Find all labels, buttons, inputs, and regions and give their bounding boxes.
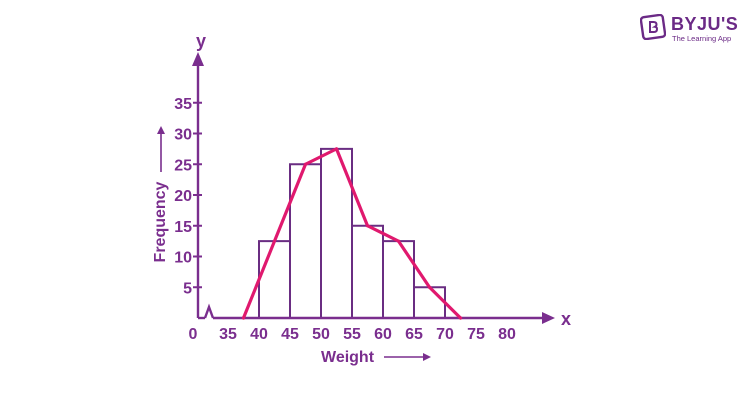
origin-label: 0	[189, 326, 198, 343]
x-tick-label-80: 80	[498, 326, 516, 343]
y-tick-label-15: 15	[174, 219, 192, 236]
x-tick-label-65: 65	[405, 326, 423, 343]
x-axis-title-arrowhead	[423, 353, 431, 361]
y-axis-title: Frequency	[152, 181, 169, 262]
y-tick-label-25: 25	[174, 157, 192, 174]
y-axis-arrowhead	[192, 52, 204, 66]
histogram-bar-55-60	[351, 224, 384, 319]
frequency-polygon-point-2	[334, 147, 339, 151]
frequency-polygon-point-1	[303, 162, 308, 166]
brand-tagline: The Learning App	[672, 34, 732, 43]
frequency-polygon-point-3	[365, 224, 370, 228]
x-tick-label-55: 55	[343, 326, 361, 343]
x-tick-label-70: 70	[436, 326, 454, 343]
y-tick-label-20: 20	[174, 188, 192, 205]
x-axis-letter: x	[561, 309, 571, 329]
histogram-bar-40-45	[258, 240, 291, 319]
y-axis-letter: y	[196, 31, 206, 51]
frequency-polygon-point-5	[427, 285, 432, 289]
brand-badge-icon	[640, 14, 666, 40]
x-tick-label-40: 40	[250, 326, 268, 343]
x-axis-arrowhead	[542, 312, 555, 324]
frequency-polygon-point-4	[396, 239, 401, 243]
y-tick-label-10: 10	[174, 250, 192, 267]
x-axis-title: Weight	[321, 349, 375, 366]
histogram-bar-65-70	[413, 286, 446, 319]
axis-labels: 5 10 15 20 25 30 35 35 40 45 50 55 60 65 70 75 80 0 y x Weig…	[152, 31, 571, 366]
x-tick-label-45: 45	[281, 326, 299, 343]
histogram-bars	[258, 147, 446, 319]
brand-logo: BYJU'S The Learning App	[640, 12, 744, 46]
y-tick-label-30: 30	[174, 127, 192, 144]
x-tick-label-75: 75	[467, 326, 485, 343]
x-axis-break-mark	[203, 303, 215, 319]
frequency-polygon-point-6	[458, 316, 463, 320]
y-tick-label-35: 35	[174, 96, 192, 113]
y-tick-label-5: 5	[183, 280, 192, 297]
axes	[192, 52, 555, 324]
histogram-bar-60-65	[382, 240, 415, 319]
x-tick-label-60: 60	[374, 326, 392, 343]
brand-name: BYJU'S	[671, 14, 739, 34]
x-tick-label-50: 50	[312, 326, 330, 343]
x-tick-label-35: 35	[219, 326, 237, 343]
y-axis-title-arrowhead	[157, 126, 165, 134]
frequency-polygon	[241, 147, 463, 320]
frequency-polygon-point-0	[241, 316, 246, 320]
